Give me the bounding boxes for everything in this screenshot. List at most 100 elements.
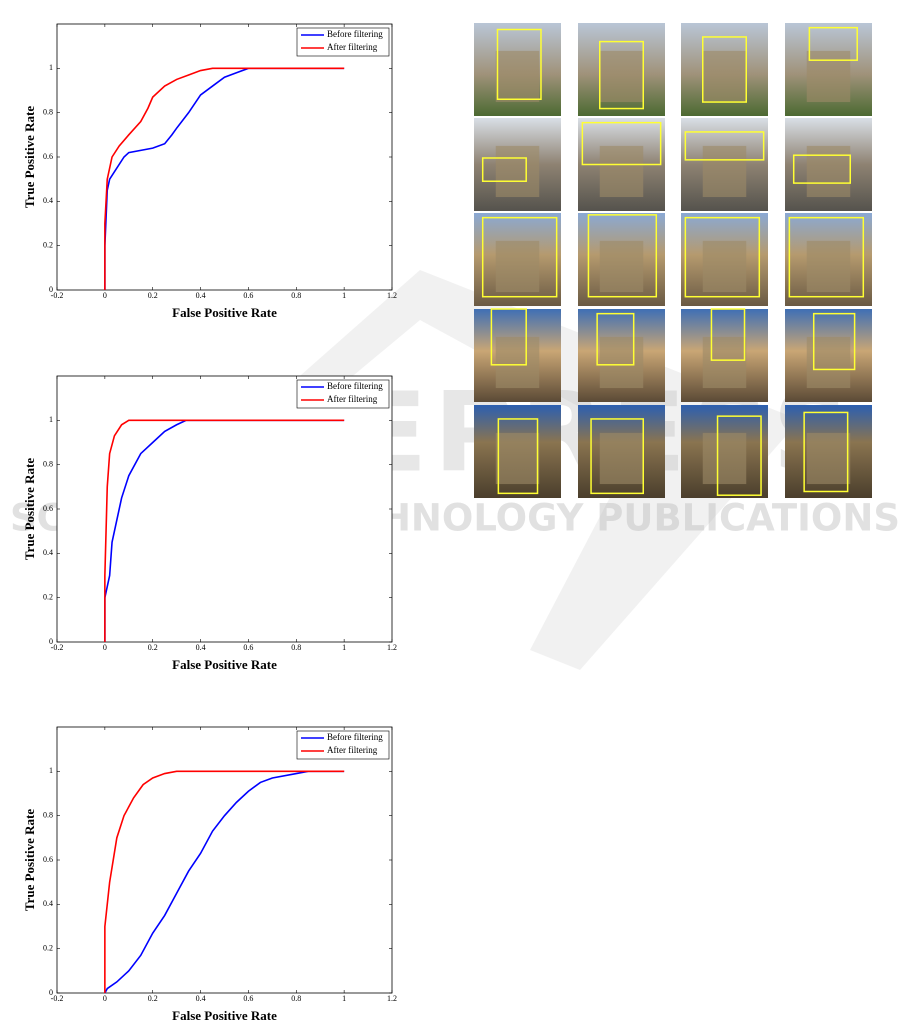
x-tick-label: -0.2	[51, 291, 64, 300]
legend-label: After filtering	[327, 745, 378, 755]
x-tick-label: 1.2	[387, 643, 397, 652]
building	[702, 432, 747, 485]
x-tick-label: 0.8	[291, 643, 301, 652]
y-tick-label: 0.4	[43, 899, 53, 908]
x-tick-label: 0.8	[291, 291, 301, 300]
x-tick-label: 0.6	[243, 643, 253, 652]
building	[599, 336, 644, 389]
y-tick-label: 0.6	[43, 855, 53, 864]
detection-box	[590, 418, 644, 495]
x-tick-label: 0	[103, 994, 107, 1003]
detection-box	[792, 154, 852, 184]
x-tick-label: 0	[103, 291, 107, 300]
y-tick-label: 0.4	[43, 196, 53, 205]
x-tick-label: 0.8	[291, 994, 301, 1003]
y-tick-label: 1	[49, 415, 53, 424]
building	[495, 240, 540, 293]
roc-line	[104, 770, 345, 994]
detection-box	[803, 411, 849, 493]
legend-box	[296, 379, 390, 409]
x-tick-label: 1	[342, 643, 346, 652]
plot-frame	[56, 23, 393, 291]
legend-label: Before filtering	[327, 381, 383, 391]
x-tick-label: 0.4	[196, 994, 206, 1003]
building	[702, 336, 747, 389]
building	[599, 145, 644, 198]
x-tick-label: 0.6	[243, 994, 253, 1003]
x-tick-label: 0.4	[196, 643, 206, 652]
roc-line	[104, 770, 345, 993]
image-grid	[474, 23, 872, 498]
roc-chart: -0.2 0 0.2 0.4 0.6 0.8 1 1.200.20.40.60.81False…	[22, 23, 397, 320]
detection-box	[716, 415, 762, 496]
detection-box	[490, 308, 527, 366]
y-tick-label: 0.8	[43, 107, 53, 116]
detection-box	[481, 216, 558, 298]
roc-line	[104, 419, 345, 642]
roc-chart: -0.2 0 0.2 0.4 0.6 0.8 1 1.200.20.40.60.81False…	[22, 375, 397, 672]
y-tick-label: 0.8	[43, 810, 53, 819]
y-tick-label: 0	[49, 285, 53, 294]
building	[806, 240, 851, 293]
x-tick-label: 1	[342, 994, 346, 1003]
y-tick-label: 0.8	[43, 459, 53, 468]
roc-line	[104, 419, 345, 642]
building	[806, 145, 851, 198]
x-tick-label: 1.2	[387, 291, 397, 300]
building	[702, 240, 747, 293]
y-tick-label: 0.6	[43, 152, 53, 161]
charts: -0.2 0 0.2 0.4 0.6 0.8 1 1.200.20.40.60.81False…	[22, 23, 397, 1023]
detection-box	[496, 28, 542, 101]
x-tick-label: -0.2	[51, 994, 64, 1003]
y-tick-label: 1	[49, 63, 53, 72]
x-axis-label: False Positive Rate	[172, 1008, 277, 1023]
y-tick-label: 0	[49, 988, 53, 997]
detection-box	[812, 312, 856, 371]
x-tick-label: 0.4	[196, 291, 206, 300]
y-axis-label: True Positive Rate	[22, 809, 37, 912]
x-tick-label: 0.6	[243, 291, 253, 300]
detection-box	[710, 308, 746, 361]
roc-chart: -0.2 0 0.2 0.4 0.6 0.8 1 1.200.20.40.60.81False…	[22, 726, 397, 1023]
y-tick-label: 0.2	[43, 592, 53, 601]
detection-box	[684, 131, 765, 161]
x-tick-label: 1.2	[387, 994, 397, 1003]
x-tick-label: 0	[103, 643, 107, 652]
legend-label: Before filtering	[327, 732, 383, 742]
x-tick-label: 1	[342, 291, 346, 300]
detection-box	[596, 312, 635, 366]
x-tick-label: 0.2	[148, 643, 158, 652]
building	[599, 50, 644, 103]
building	[599, 240, 644, 293]
legend-label: After filtering	[327, 42, 378, 52]
detection-box	[587, 214, 658, 298]
building	[495, 145, 540, 198]
y-axis-label: True Positive Rate	[22, 458, 37, 561]
legend-label: After filtering	[327, 394, 378, 404]
detection-box	[581, 121, 662, 166]
y-tick-label: 0	[49, 637, 53, 646]
detection-box	[481, 157, 527, 182]
roc-line	[104, 67, 345, 290]
x-tick-label: 0.2	[148, 994, 158, 1003]
detection-box	[497, 418, 539, 495]
roc-line	[104, 67, 345, 290]
building	[495, 50, 540, 103]
plot-frame	[56, 726, 393, 994]
building	[495, 336, 540, 389]
x-axis-label: False Positive Rate	[172, 657, 277, 672]
legend-label: Before filtering	[327, 29, 383, 39]
detection-box	[788, 216, 865, 298]
y-tick-label: 0.2	[43, 240, 53, 249]
x-axis-label: False Positive Rate	[172, 305, 277, 320]
y-tick-label: 1	[49, 766, 53, 775]
detection-box	[808, 26, 858, 61]
building	[806, 50, 851, 103]
y-axis-label: True Positive Rate	[22, 106, 37, 209]
y-tick-label: 0.2	[43, 943, 53, 952]
building	[702, 50, 747, 103]
building	[495, 432, 540, 485]
y-tick-label: 0.4	[43, 548, 53, 557]
x-tick-label: -0.2	[51, 643, 64, 652]
